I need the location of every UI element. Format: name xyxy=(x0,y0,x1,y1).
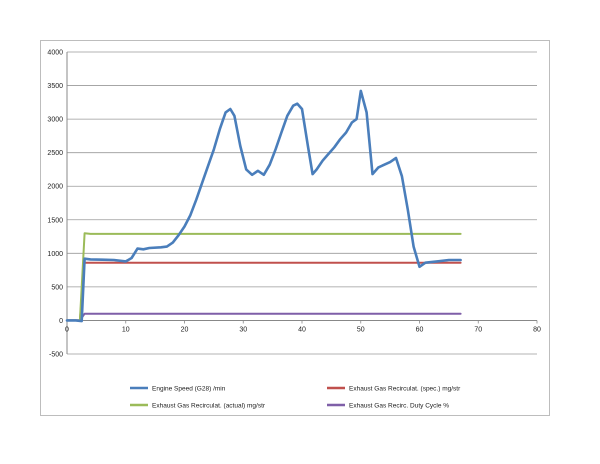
y-tick-label: 1500 xyxy=(47,217,63,224)
x-tick-label: 50 xyxy=(357,326,365,333)
y-tick-label: 3000 xyxy=(47,117,63,124)
x-tick-label: 70 xyxy=(474,326,482,333)
x-tick-label: 60 xyxy=(416,326,424,333)
y-tick-label: 0 xyxy=(59,318,63,325)
series-line-4 xyxy=(66,312,462,322)
chart-frame xyxy=(40,40,550,416)
tick-labels: -500 0 500 1000 1500 2000 2500 3000 3500 4000 0 10 2… xyxy=(47,50,541,359)
y-tick-label: -500 xyxy=(49,352,63,359)
x-tick-label: 40 xyxy=(298,326,306,333)
legend-label: Exhaust Gas Recirculat. (actual) mg/str xyxy=(152,402,266,409)
grid xyxy=(67,51,537,355)
series-line-3 xyxy=(66,232,462,322)
x-tick-label: 80 xyxy=(533,326,541,333)
y-tick-label: 4000 xyxy=(47,50,63,57)
legend-label: Engine Speed (G28) /min xyxy=(152,385,226,392)
series-line-1 xyxy=(65,89,462,323)
x-tick-label: 20 xyxy=(181,326,189,333)
y-tick-label: 3500 xyxy=(47,83,63,90)
y-tick-label: 2500 xyxy=(47,150,63,157)
legend-label: Exhaust Gas Recirc. Duty Cycle % xyxy=(349,402,449,409)
x-tick-label: 30 xyxy=(239,326,247,333)
series-lines xyxy=(65,89,462,323)
series-line-2 xyxy=(66,261,462,322)
legend-label: Exhaust Gas Recirculat. (spec.) mg/str xyxy=(349,385,461,392)
axes xyxy=(66,52,538,354)
y-tick-label: 1000 xyxy=(47,251,63,258)
y-tick-label: 500 xyxy=(51,284,63,291)
x-tick-label: 10 xyxy=(122,326,130,333)
x-tick-label: 0 xyxy=(65,326,69,333)
legend: Engine Speed (G28) /min Exhaust Gas Recir… xyxy=(130,385,461,409)
y-tick-label: 2000 xyxy=(47,184,63,191)
